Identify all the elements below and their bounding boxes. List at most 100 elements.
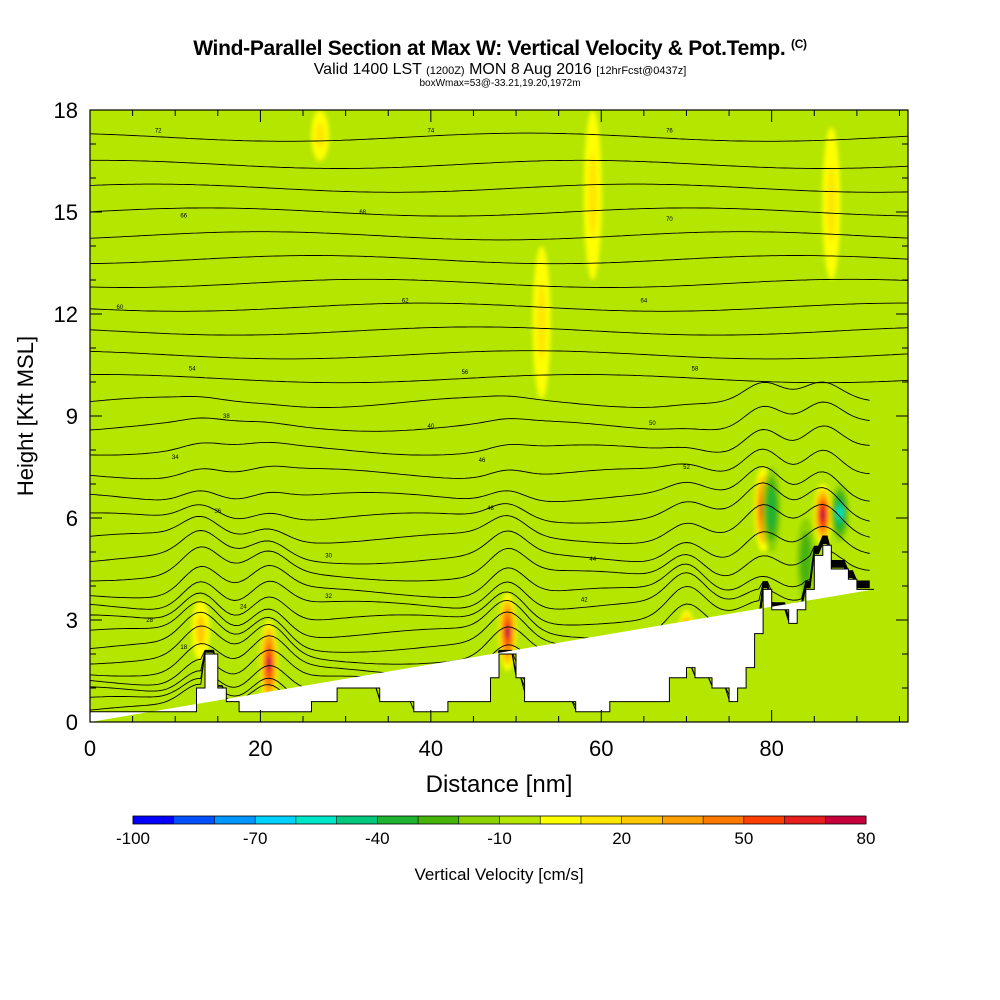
updraft-cell [265, 656, 272, 672]
isentrope-label: 38 [223, 414, 230, 420]
isentrope-label: 36 [214, 509, 221, 515]
colorbar-segment [662, 816, 704, 824]
colorbar-segment [499, 816, 541, 824]
updraft-cell [315, 122, 325, 149]
isentrope-line [90, 504, 870, 544]
updraft-cell [196, 614, 206, 646]
isentrope-label: 44 [589, 557, 596, 563]
valid-date: MON 8 Aug 2016 [469, 61, 592, 78]
title-main: Wind-Parallel Section at Max W: Vertical… [193, 37, 786, 60]
x-tick-label: 80 [759, 736, 783, 761]
isentrope-label: 32 [325, 594, 332, 600]
isentrope-label: 62 [402, 298, 409, 304]
chart-subtitle: Valid 1400 LST (1200Z) MON 8 Aug 2016 [1… [0, 61, 1000, 79]
colorbar-segment [418, 816, 460, 824]
downdraft-cell [836, 507, 843, 519]
colorbar-segment [825, 816, 867, 824]
x-tick-label: 40 [419, 736, 443, 761]
updraft-cell [826, 165, 836, 242]
isentrope-line [90, 278, 908, 288]
updraft-cell [588, 152, 598, 238]
colorbar-segment [336, 816, 378, 824]
colorbar: -100 -70 -40 -10 20 50 80 [116, 815, 876, 848]
colorbar-segment [173, 816, 215, 824]
isentrope-label: 24 [240, 604, 247, 610]
isentrope-label: 76 [666, 128, 673, 134]
x-tick-label: 0 [84, 736, 96, 761]
colorbar-tick-label: -70 [243, 829, 268, 848]
isentrope-line [90, 425, 870, 456]
isentrope-line [90, 207, 908, 217]
valid-time: Valid 1400 LST [313, 61, 422, 78]
isentrope-line [90, 231, 908, 241]
colorbar-tick-label: 50 [734, 829, 753, 848]
isentrope-line [90, 326, 908, 336]
isentrope-label: 66 [180, 213, 187, 219]
isentrope-line [90, 466, 870, 503]
isentrope-label: 56 [462, 370, 469, 376]
y-tick-label: 3 [66, 608, 78, 633]
isentrope-line [90, 535, 870, 582]
isentrope-label: 40 [427, 424, 434, 430]
y-axis-label: Height [Kft MSL] [13, 336, 38, 496]
chart-title: Wind-Parallel Section at Max W: Vertical… [0, 37, 1000, 61]
isentrope-label: 52 [683, 465, 690, 471]
isentrope-label: 28 [146, 618, 153, 624]
y-tick-label: 9 [66, 404, 78, 429]
downdraft-cell [802, 546, 809, 575]
colorbar-segment [255, 816, 297, 824]
colorbar-tick-label: -10 [487, 829, 512, 848]
isentrope-line [90, 536, 870, 599]
isentrope-label: 48 [487, 506, 494, 512]
valid-utc: (1200Z) [426, 65, 465, 77]
colorbar-tick-label: 80 [857, 829, 876, 848]
x-axis: 0 20 40 60 80 [84, 110, 900, 761]
isentrope-label: 72 [155, 128, 162, 134]
y-tick-label: 18 [54, 98, 78, 123]
isentrope-label: 60 [116, 305, 123, 311]
isentrope-line [90, 537, 870, 626]
colorbar-segment [377, 816, 419, 824]
isentrope-line [90, 255, 908, 265]
colorbar-segment [621, 816, 663, 824]
updraft-cell [819, 509, 826, 520]
isentrope-line [90, 448, 870, 480]
isentrope-line [90, 350, 908, 360]
terrain [90, 544, 874, 722]
isentrope-line [90, 374, 908, 384]
colorbar-tick-label: -40 [365, 829, 390, 848]
isentrope-label: 68 [359, 210, 366, 216]
isentrope-label: 30 [325, 553, 332, 559]
colorbar-segment [580, 816, 622, 824]
colorbar-segment [295, 816, 337, 824]
isentrope-label: 42 [581, 598, 588, 604]
x-tick-label: 20 [248, 736, 272, 761]
y-tick-label: 15 [54, 200, 78, 225]
isentrope-label: 64 [641, 298, 648, 304]
title-mark: (C) [791, 37, 807, 51]
y-tick-label: 12 [54, 302, 78, 327]
isentrope-line [90, 482, 870, 524]
colorbar-tick-label: 20 [612, 829, 631, 848]
colorbar-segment [214, 816, 256, 824]
isentrope-label: 74 [427, 128, 434, 134]
isentrope-line [90, 525, 870, 565]
x-tick-label: 60 [589, 736, 613, 761]
updraft-cell [537, 284, 547, 361]
isentrope-label: 46 [479, 458, 486, 464]
isentrope-line [90, 536, 870, 610]
isentrope-line [90, 381, 870, 408]
forecast-info: [12hrFcst@0437z] [596, 65, 687, 77]
colorbar-segment [540, 816, 582, 824]
y-tick-label: 0 [66, 710, 78, 735]
isentrope-labels: 18 24 28 30 32 34 36 38 40 42 44 46 48 50 52 54 56 58 60 62… [116, 128, 698, 651]
y-tick-label: 6 [66, 506, 78, 531]
colorbar-segment [458, 816, 500, 824]
isentrope-line [90, 183, 908, 193]
isentrope-line [90, 132, 908, 142]
updraft-cell [504, 625, 511, 639]
colorbar-segment [703, 816, 745, 824]
isentrope-line [90, 302, 908, 312]
isentrope-line [90, 159, 908, 169]
